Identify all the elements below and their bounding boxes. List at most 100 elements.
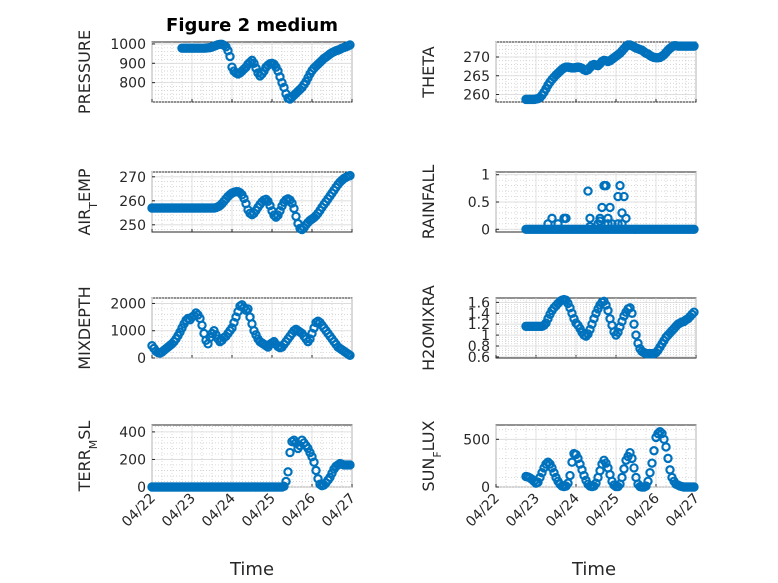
y-axis-label: AIRTEMP: [75, 168, 100, 235]
data-point: [601, 458, 611, 468]
data-point: [289, 203, 299, 214]
data-point: [309, 457, 319, 467]
y-tick-label: 260: [119, 194, 146, 210]
data-point: [251, 63, 261, 73]
data-point: [645, 467, 655, 478]
data-point: [655, 426, 665, 437]
data-point: [579, 470, 589, 481]
x-tick-label: 04/27: [319, 491, 359, 531]
figure-title: Figure 2 medium: [166, 15, 338, 36]
data-point: [631, 330, 641, 340]
data-point: [269, 210, 279, 220]
data-point: [583, 186, 593, 196]
y-tick-label: 270: [463, 50, 490, 66]
data-point: [619, 191, 629, 202]
axes-rainfall: 0 0.5 1 RAINFALL: [419, 165, 699, 240]
data-point: [605, 202, 615, 213]
y-tick-label: 260: [463, 88, 490, 104]
data-point: [547, 463, 557, 473]
y-axis-label: MIXDEPTH: [75, 286, 94, 369]
axes-sun-flux: 04/22 04/23 04/24 04/25 04/26 04/27 0 500 SUNFLU…: [419, 420, 703, 530]
data-point: [585, 221, 595, 232]
axes-pressure: 800 900 1000 PRESSURE: [75, 30, 355, 114]
data-point: [565, 470, 575, 481]
data-point: [549, 467, 559, 478]
y-tick-label: 265: [463, 69, 490, 85]
y-tick-label: 1: [481, 328, 490, 344]
data-point: [629, 319, 639, 329]
data-point: [601, 180, 611, 191]
y-axis-label: SUNFLUX: [419, 420, 444, 491]
data-point: [629, 463, 639, 473]
data-point: [603, 219, 613, 229]
y-axis-label: RAINFALL: [419, 165, 438, 240]
data-point: [277, 77, 287, 88]
x-tick-label: 04/22: [463, 491, 503, 531]
y-tick-label: 200: [119, 452, 146, 468]
y-tick-label: 1.4: [468, 306, 490, 322]
data-point: [653, 428, 663, 439]
data-point: [345, 40, 355, 50]
axes-air-temp: 250 260 270 AIRTEMP: [75, 168, 355, 236]
axes-h2omixra: 0.60.811.21.41.6 H2OMIXRA: [419, 285, 699, 371]
x-tick-label: 04/23: [159, 491, 199, 531]
y-axis-label: TERRMSL: [75, 421, 100, 493]
data-point: [689, 224, 699, 234]
data-point: [261, 194, 271, 205]
y-tick-label: 0.8: [468, 339, 490, 355]
data-point: [607, 219, 617, 229]
data-point: [197, 320, 207, 330]
data-point: [689, 482, 699, 492]
x-axis-label-right: Time: [571, 559, 616, 580]
y-tick-label: 1000: [110, 37, 146, 53]
y-tick-label: 0.6: [468, 350, 490, 366]
axes-terr-msl: 04/22 04/23 04/24 04/25 04/26 04/27 0 200 400 TER…: [75, 421, 359, 531]
data-point: [271, 212, 281, 222]
data-point: [243, 304, 253, 314]
data-point: [345, 350, 355, 360]
data-point: [543, 219, 553, 229]
y-tick-label: 800: [119, 76, 146, 92]
y-tick-label: 0: [137, 480, 146, 496]
axes-theta: 260 265 270 THETA: [419, 40, 699, 105]
x-tick-label: 04/27: [663, 491, 703, 531]
data-point: [287, 198, 297, 208]
data-point: [613, 219, 623, 229]
data-point: [643, 476, 653, 486]
x-tick-label: 04/25: [583, 491, 623, 531]
data-point: [619, 464, 629, 474]
data-point: [265, 200, 275, 211]
y-tick-label: 0: [481, 480, 490, 496]
data-point: [537, 467, 547, 478]
data-point: [627, 453, 637, 464]
data-point: [553, 219, 563, 229]
y-axis-label: THETA: [419, 46, 438, 98]
data-point: [603, 305, 613, 316]
y-tick-label: 270: [119, 170, 146, 186]
y-axis-label: H2OMIXRA: [419, 285, 438, 371]
data-point: [689, 41, 699, 51]
y-tick-label: 1.6: [468, 295, 490, 311]
data-point: [275, 206, 285, 216]
data-point: [249, 58, 259, 68]
data-point: [279, 481, 289, 492]
y-tick-label: 0: [481, 222, 490, 238]
data-point: [245, 57, 255, 68]
y-tick-label: 0.5: [468, 195, 490, 211]
data-point: [663, 453, 673, 464]
data-point: [225, 51, 235, 62]
data-point: [535, 472, 545, 483]
data-point: [311, 465, 321, 476]
data-point: [627, 308, 637, 318]
data-point: [689, 307, 699, 317]
x-tick-label: 04/23: [503, 491, 543, 531]
data-point: [595, 216, 605, 226]
x-tick-label: 04/24: [543, 490, 583, 530]
y-tick-label: 1000: [110, 324, 146, 340]
y-axis-label: PRESSURE: [75, 30, 94, 114]
data-point: [647, 458, 657, 468]
y-tick-label: 250: [119, 218, 146, 234]
data-point: [283, 467, 293, 477]
